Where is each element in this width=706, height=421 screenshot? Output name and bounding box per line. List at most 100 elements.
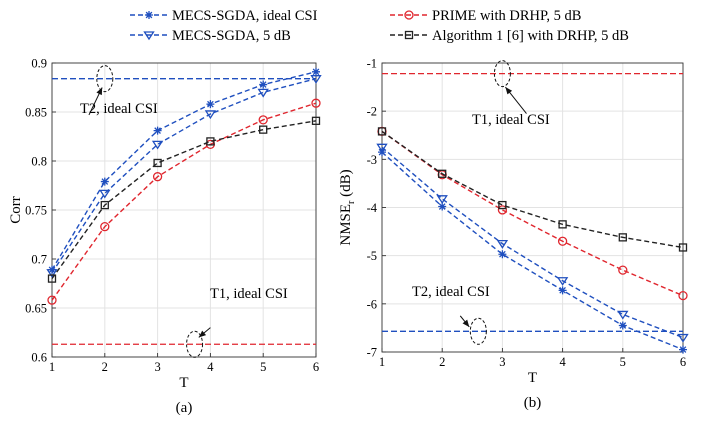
chart-panel-b: 1 2 3 4 5 6 -1 -2 -3 -4 -5 -6 -7 T NMSEr (dB) (b) T1, id… xyxy=(338,57,689,411)
chart-panel-a: 1 2 3 4 5 6 0.6 0.65 0.7 0.75 0.8 0.85 0.9 T Corr (a) T2… xyxy=(8,57,322,416)
data-point xyxy=(100,222,110,232)
annotation-ellipse xyxy=(493,60,511,88)
y-axis-label-subscript: r xyxy=(346,200,357,204)
x-tick-label: 3 xyxy=(154,360,160,374)
data-point xyxy=(376,143,388,153)
y-axis-label-main: NMSE xyxy=(338,204,354,246)
annotation-text: T2, ideal CSI xyxy=(412,284,490,300)
series-mecs_ideal xyxy=(48,67,320,274)
x-tick-label: 1 xyxy=(49,360,55,374)
y-tick-label: 0.7 xyxy=(31,253,47,267)
x-axis-label: T xyxy=(528,370,537,386)
x-tick-label: 2 xyxy=(102,360,108,374)
data-point xyxy=(497,205,508,215)
data-point xyxy=(206,100,215,109)
x-tick-label: 5 xyxy=(260,360,266,374)
data-point xyxy=(99,189,111,199)
series-alg1 xyxy=(47,116,321,283)
data-point xyxy=(558,220,567,229)
data-point xyxy=(312,67,320,76)
x-tick-label: 1 xyxy=(379,355,385,369)
annotation-arrowhead xyxy=(198,330,207,338)
series-prime xyxy=(377,126,688,301)
data-point xyxy=(438,169,447,178)
series-line-mecs_ideal xyxy=(51,71,317,271)
data-point xyxy=(557,236,568,246)
legend-label-mecs_ideal: MECS-SGDA, ideal CSI xyxy=(172,8,318,24)
y-tick-label: -4 xyxy=(367,201,378,215)
series-mecs_5db xyxy=(376,143,689,343)
y-axis-label-unit: (dB) xyxy=(338,169,354,200)
data-point xyxy=(498,250,507,259)
y-tick-label: -3 xyxy=(367,153,377,167)
data-point xyxy=(678,243,688,252)
data-point xyxy=(206,137,215,146)
series-mecs_5db xyxy=(46,75,322,278)
legend-label-alg1: Algorithm 1 [6] with DRHP, 5 dB xyxy=(432,28,629,44)
data-point xyxy=(438,202,447,211)
y-tick-label: -2 xyxy=(367,105,377,119)
data-point xyxy=(498,200,507,210)
annotation-text: T1, ideal CSI xyxy=(472,112,550,128)
y-tick-label: -5 xyxy=(367,249,377,263)
panel-label: (b) xyxy=(524,395,542,411)
annotation-arrowhead xyxy=(462,319,470,327)
data-point xyxy=(618,265,628,275)
series-prime xyxy=(47,98,321,305)
data-point xyxy=(377,127,387,136)
data-point xyxy=(496,239,509,249)
legend-marker-prime xyxy=(404,10,414,20)
annotation-0 xyxy=(88,65,114,116)
data-point xyxy=(152,172,163,182)
annotation-text: T2, ideal CSI xyxy=(80,101,158,117)
legend: MECS-SGDA, ideal CSI PRIME with DRHP, 5 d… xyxy=(130,8,629,44)
x-tick-label: 4 xyxy=(559,355,566,369)
y-tick-label: -7 xyxy=(367,346,377,360)
annotation-0 xyxy=(493,60,527,114)
y-tick-label: 0.75 xyxy=(25,204,47,218)
annotation-1 xyxy=(186,327,211,358)
data-point xyxy=(151,140,164,150)
legend-marker-mecs_5db xyxy=(143,31,155,41)
data-point xyxy=(618,233,627,242)
x-tick-label: 3 xyxy=(499,355,505,369)
legend-item-mecs_5db: MECS-SGDA, 5 dB xyxy=(130,28,291,44)
data-point xyxy=(311,98,321,108)
data-point xyxy=(677,333,689,343)
data-point xyxy=(46,269,58,278)
data-point xyxy=(311,116,321,125)
series-line-mecs_5db xyxy=(381,146,684,339)
y-axis-label: NMSEr (dB) xyxy=(338,169,357,245)
x-axis-label: T xyxy=(179,375,188,391)
data-point xyxy=(47,295,57,305)
x-tick-label: 2 xyxy=(439,355,445,369)
data-point xyxy=(153,158,162,168)
legend-item-mecs_ideal: MECS-SGDA, ideal CSI xyxy=(130,8,318,24)
legend-label-prime: PRIME with DRHP, 5 dB xyxy=(432,8,581,24)
y-axis-label: Corr xyxy=(8,196,24,224)
legend-item-alg1: Algorithm 1 [6] with DRHP, 5 dB xyxy=(390,28,629,44)
data-point xyxy=(617,310,629,320)
data-point xyxy=(679,345,687,354)
data-point xyxy=(100,177,109,186)
y-axis-ticks: -1 -2 -3 -4 -5 -6 -7 xyxy=(367,57,386,360)
data-point xyxy=(257,88,269,98)
x-tick-label: 6 xyxy=(680,355,686,369)
series-alg1 xyxy=(377,127,688,252)
data-point xyxy=(153,126,162,135)
annotation-ellipse xyxy=(469,317,487,345)
y-tick-label: -6 xyxy=(367,297,377,311)
series-line-mecs_ideal xyxy=(381,151,684,351)
grid xyxy=(381,62,684,353)
annotation-ellipse xyxy=(186,330,204,358)
x-tick-label: 6 xyxy=(313,360,319,374)
series-line-prime xyxy=(51,102,317,301)
x-tick-label: 4 xyxy=(207,360,214,374)
panel-label: (a) xyxy=(176,400,193,416)
data-point xyxy=(258,115,268,125)
data-point xyxy=(678,290,688,301)
data-point xyxy=(558,286,567,295)
annotation-arrowhead xyxy=(96,87,103,96)
x-axis-ticks: 1 2 3 4 5 6 xyxy=(49,353,319,374)
